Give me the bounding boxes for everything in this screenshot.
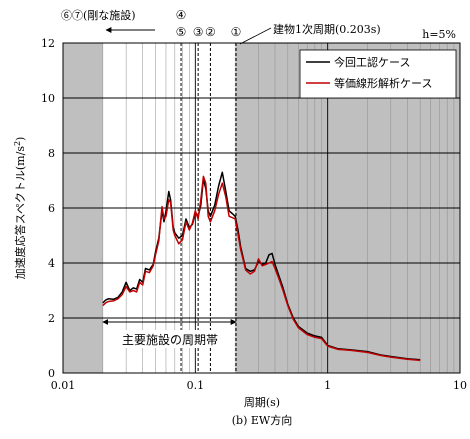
axes: 0 2 4 6 8 10 12 0.01 0.1 1 10 <box>41 37 467 392</box>
plot-frame <box>62 42 461 374</box>
y-tick-label-5: 10 <box>41 92 55 105</box>
y-tick-label-0: 0 <box>48 367 55 380</box>
y-axis-label-main: 加速度応答スペクトル(m/s <box>13 146 27 280</box>
legend-box <box>299 49 457 99</box>
main-range-label-bg <box>110 330 230 348</box>
legend: 今回工認ケース 等価線形解析ケース <box>299 49 457 99</box>
y-tick-label-4: 8 <box>48 147 55 160</box>
chart-subtitle: (b) EW方向 <box>232 413 292 427</box>
main-range-annotation: 主要施設の周期帯 <box>102 319 237 348</box>
facility-marker-0: ① <box>231 25 242 39</box>
facility-period-lines <box>180 43 237 373</box>
facility-marker-2: ③ <box>193 25 204 39</box>
grid-lines <box>63 43 460 373</box>
main-range-label: 主要施設の周期帯 <box>122 332 218 347</box>
y-axis-label: 加速度応答スペクトル(m/s2) <box>13 137 28 280</box>
building-annotation: 建物1次周期(0.203s) <box>239 22 381 45</box>
facility-marker-3: ④ <box>176 8 187 22</box>
y-tick-label-1: 2 <box>48 312 55 325</box>
y-axis-label-sup: 2 <box>13 141 22 146</box>
legend-label-equivalent: 等価線形解析ケース <box>334 76 432 90</box>
facility-markers: ① ②③④ ⑤ <box>176 8 242 39</box>
facility-marker-1: ② <box>205 25 216 39</box>
series-lines <box>102 171 421 362</box>
y-axis-label-close: ) <box>14 137 27 141</box>
x-tick-label-2: 1 <box>324 379 331 392</box>
x-tick-label-3: 10 <box>453 379 467 392</box>
x-tick-label-0: 0.01 <box>51 379 76 392</box>
legend-label-current: 今回工認ケース <box>334 55 410 69</box>
facility-marker-4: ⑤ <box>176 25 187 39</box>
building-leader <box>239 27 272 45</box>
y-tick-label-2: 4 <box>48 257 55 270</box>
y-tick-label-6: 12 <box>41 37 55 50</box>
x-axis-label: 周期(s) <box>244 396 280 409</box>
building-label: 建物1次周期(0.203s) <box>273 22 381 36</box>
rigid-annotation: ⑥⑦(剛な施設) <box>61 8 155 33</box>
x-tick-label-1: 0.1 <box>187 379 205 392</box>
corner-label: h=5% <box>422 28 456 41</box>
series-line-1 <box>102 175 421 362</box>
rigid-label: ⑥⑦(剛な施設) <box>61 8 136 22</box>
y-tick-label-3: 6 <box>48 202 55 215</box>
